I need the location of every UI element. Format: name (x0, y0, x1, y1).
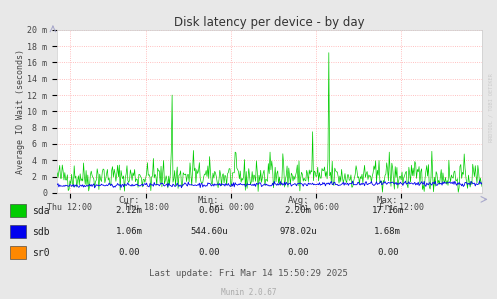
Text: Min:: Min: (198, 196, 220, 205)
Y-axis label: Average IO Wait (seconds): Average IO Wait (seconds) (15, 49, 25, 174)
Text: sr0: sr0 (32, 248, 50, 258)
Text: 544.60u: 544.60u (190, 227, 228, 236)
Text: Avg:: Avg: (287, 196, 309, 205)
Text: 0.00: 0.00 (377, 248, 399, 257)
Text: 0.00: 0.00 (198, 248, 220, 257)
Text: 1.06m: 1.06m (116, 227, 143, 236)
Text: 1.68m: 1.68m (374, 227, 401, 236)
Text: sda: sda (32, 206, 50, 216)
Text: 0.00: 0.00 (198, 206, 220, 215)
Text: 0.00: 0.00 (118, 248, 140, 257)
Text: 0.00: 0.00 (287, 248, 309, 257)
Text: sdb: sdb (32, 227, 50, 237)
Text: 17.16m: 17.16m (372, 206, 404, 215)
Title: Disk latency per device - by day: Disk latency per device - by day (174, 16, 365, 29)
Text: Last update: Fri Mar 14 15:50:29 2025: Last update: Fri Mar 14 15:50:29 2025 (149, 269, 348, 278)
Text: RRDTOOL / TOBI OETIKER: RRDTOOL / TOBI OETIKER (488, 73, 493, 142)
Text: Max:: Max: (377, 196, 399, 205)
Text: 2.20m: 2.20m (285, 206, 312, 215)
Text: Cur:: Cur: (118, 196, 140, 205)
Text: 978.02u: 978.02u (279, 227, 317, 236)
Text: Munin 2.0.67: Munin 2.0.67 (221, 288, 276, 297)
Text: 2.12m: 2.12m (116, 206, 143, 215)
